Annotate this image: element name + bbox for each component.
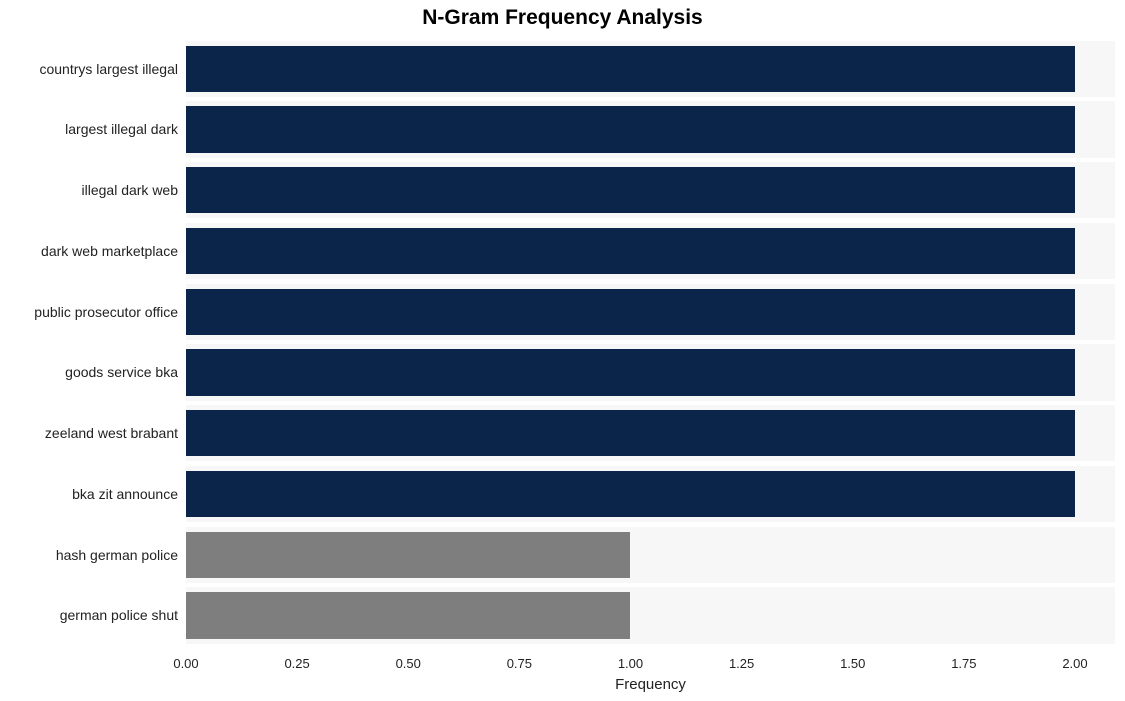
bar-row [186,223,1115,279]
bar [186,228,1075,274]
row-gap [186,644,1115,649]
bar-row [186,587,1115,643]
bar [186,46,1075,92]
chart-title: N-Gram Frequency Analysis [0,6,1125,30]
bar [186,471,1075,517]
plot-area: 0.000.250.500.751.001.251.501.752.00 [186,36,1115,648]
bar [186,592,630,638]
x-tick-label: 1.00 [618,656,643,671]
x-tick-label: 0.75 [507,656,532,671]
bar-row [186,41,1115,97]
x-axis-label: Frequency [186,676,1115,693]
x-tick-label: 0.25 [284,656,309,671]
x-tick-label: 0.50 [396,656,421,671]
bar-row [186,527,1115,583]
x-tick-label: 1.25 [729,656,754,671]
y-tick-label: largest illegal dark [0,121,178,137]
ngram-frequency-chart: N-Gram Frequency Analysis 0.000.250.500.… [0,0,1125,701]
bar-row [186,284,1115,340]
y-tick-label: zeeland west brabant [0,425,178,441]
x-tick-label: 2.00 [1062,656,1087,671]
y-tick-label: german police shut [0,607,178,623]
y-tick-label: goods service bka [0,364,178,380]
y-tick-label: hash german police [0,547,178,563]
x-tick-label: 1.75 [951,656,976,671]
bar-row [186,162,1115,218]
bar [186,289,1075,335]
y-tick-label: public prosecutor office [0,304,178,320]
y-tick-label: dark web marketplace [0,243,178,259]
x-tick-label: 1.50 [840,656,865,671]
bar-row [186,344,1115,400]
y-tick-label: illegal dark web [0,182,178,198]
bar-row [186,405,1115,461]
x-tick-label: 0.00 [173,656,198,671]
bar [186,532,630,578]
y-tick-label: bka zit announce [0,486,178,502]
bar [186,167,1075,213]
bar-row [186,101,1115,157]
y-tick-label: countrys largest illegal [0,61,178,77]
bar-row [186,466,1115,522]
bar [186,106,1075,152]
bar [186,349,1075,395]
bar [186,410,1075,456]
